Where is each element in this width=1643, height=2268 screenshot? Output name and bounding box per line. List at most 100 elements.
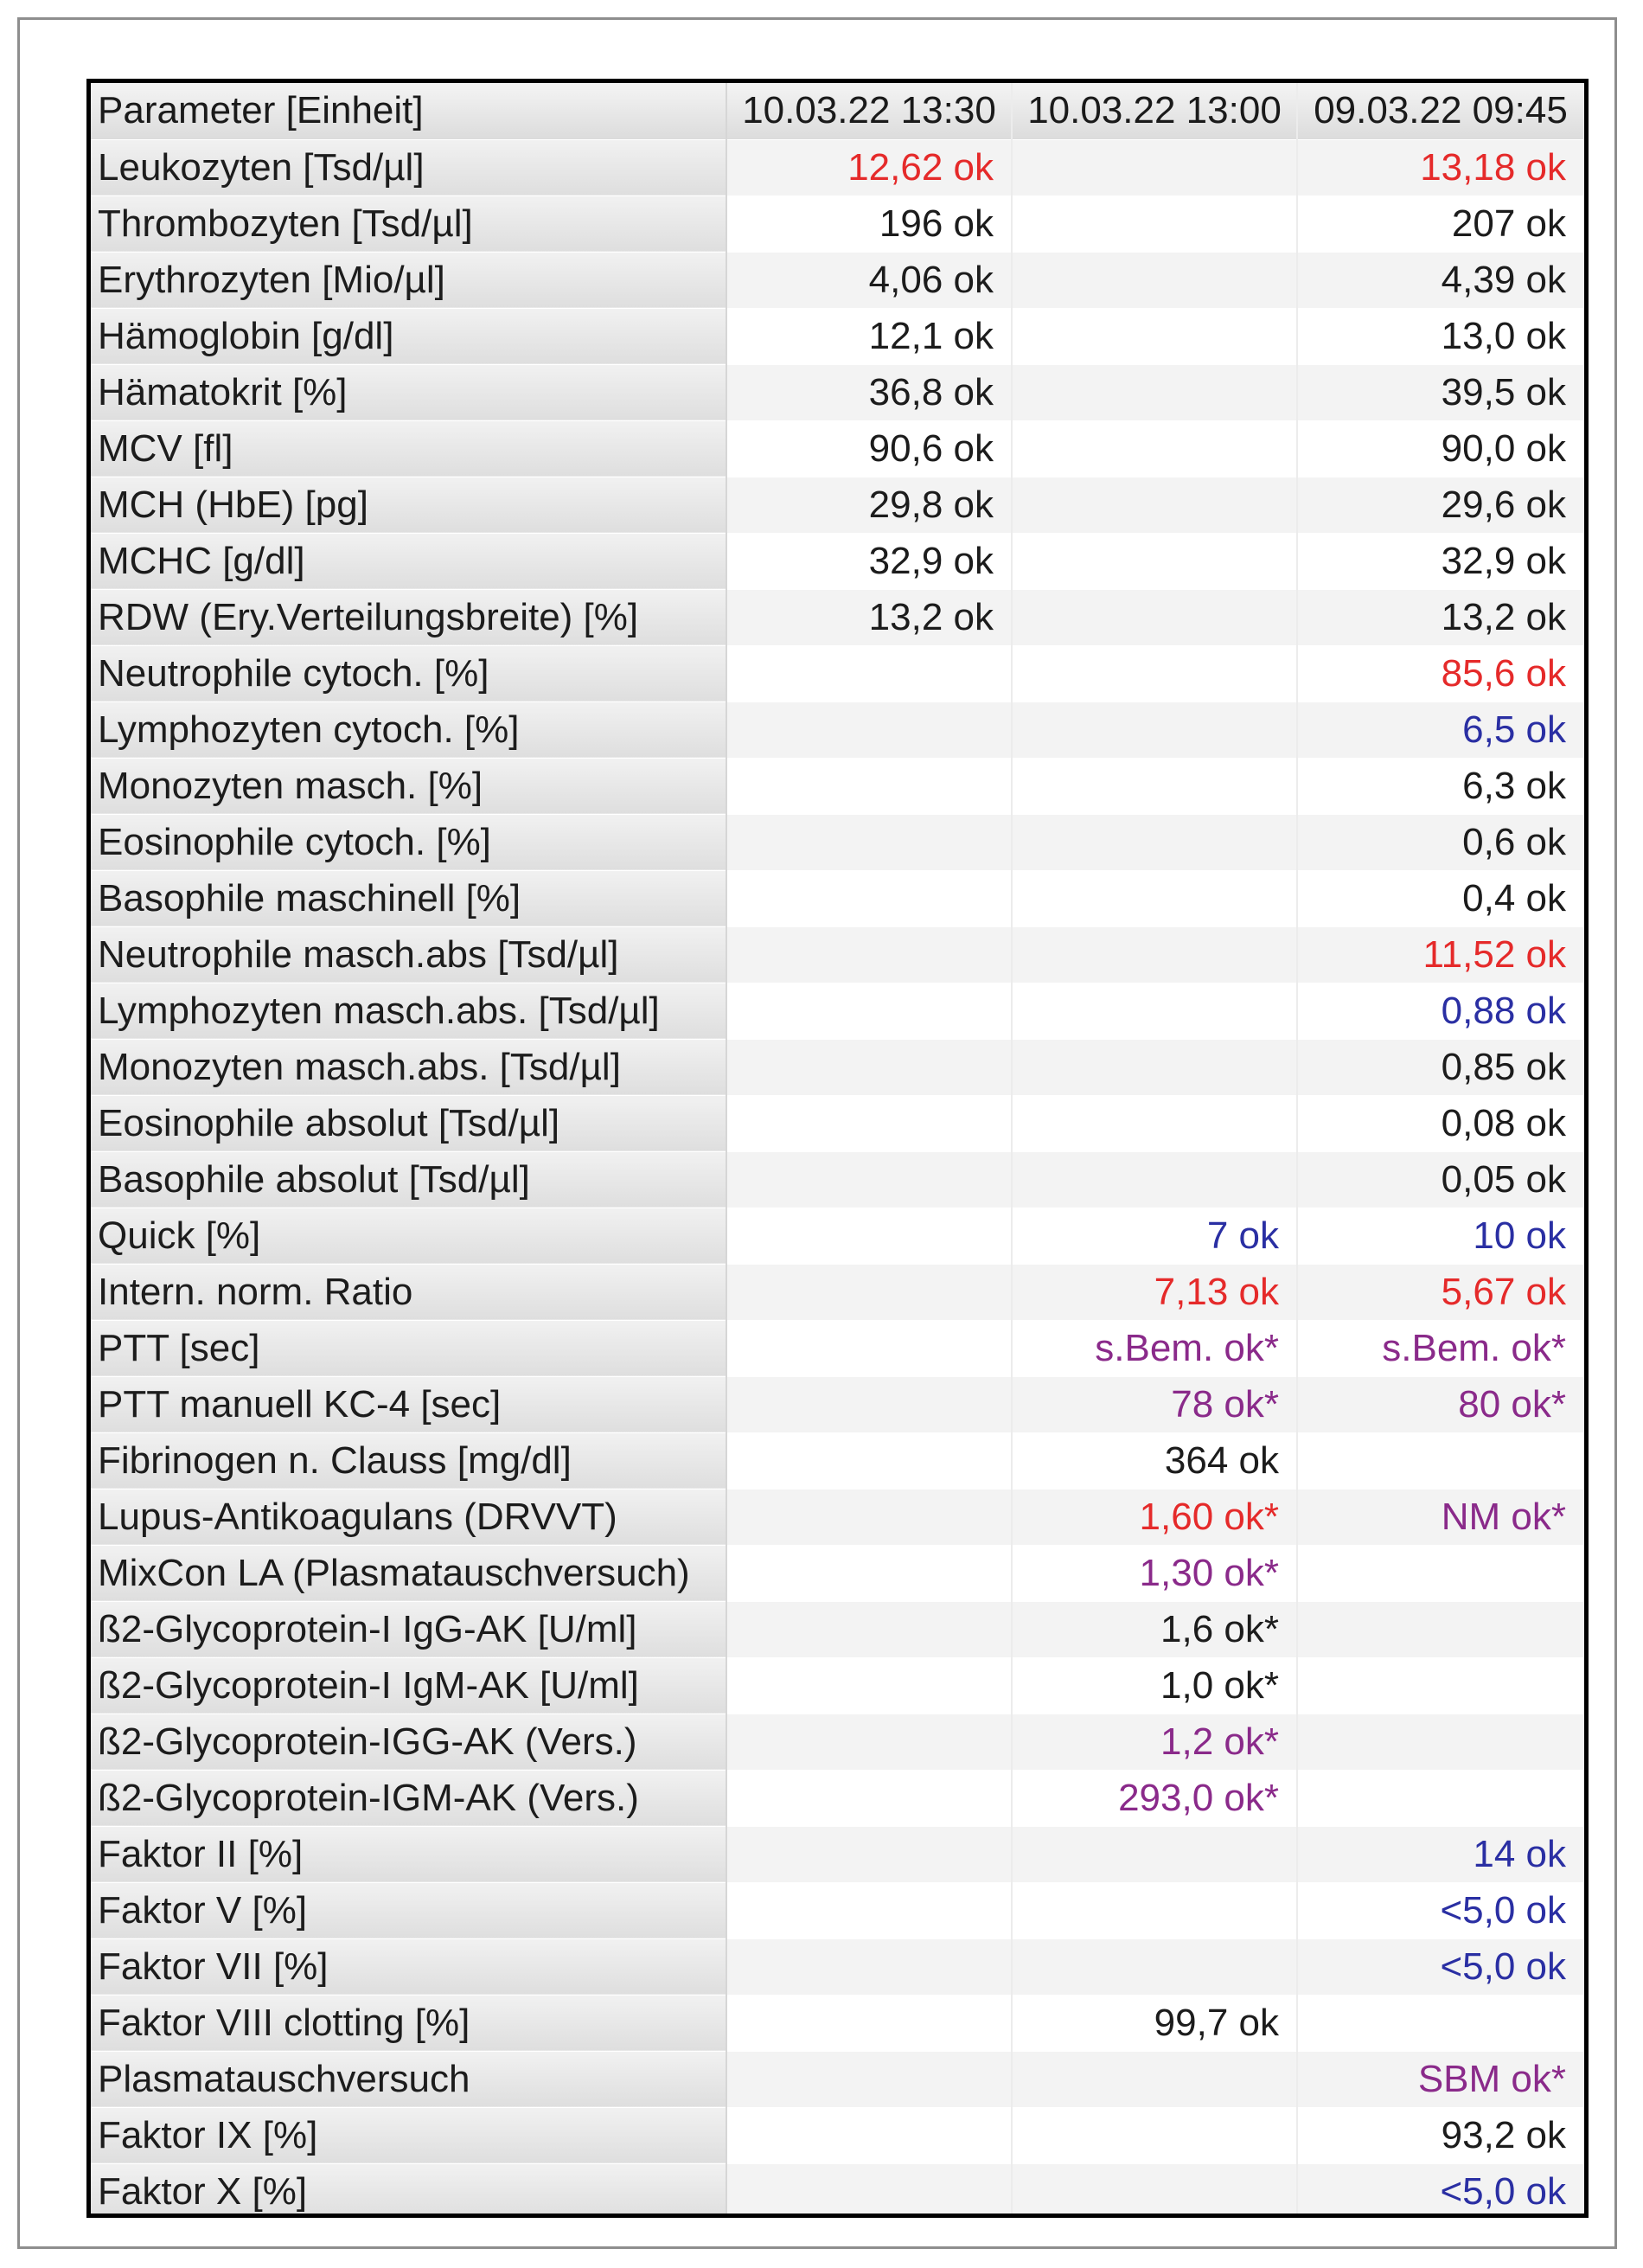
parameter-cell: Faktor X [%] — [91, 2163, 727, 2214]
parameter-cell: Faktor II [%] — [91, 1826, 727, 1883]
parameter-cell: Neutrophile cytoch. [%] — [91, 645, 727, 702]
column-header-date-1[interactable]: 10.03.22 13:30 — [726, 83, 1013, 140]
parameter-cell: Faktor VIII clotting [%] — [91, 1995, 727, 2052]
table-row[interactable]: Erythrozyten [Mio/µl] 4,06 ok 4,39 ok — [91, 252, 1584, 309]
table-row[interactable]: PTT [sec] s.Bem. ok* s.Bem. ok* — [91, 1320, 1584, 1377]
table-row[interactable]: Plasmatauschversuch SBM ok* — [91, 2051, 1584, 2108]
value-cell — [1012, 477, 1298, 534]
value-cell: 13,18 ok — [1297, 139, 1584, 196]
value-cell — [726, 1432, 1013, 1490]
column-header-date-3[interactable]: 09.03.22 09:45 — [1297, 83, 1584, 140]
table-row[interactable]: Lymphozyten masch.abs. [Tsd/µl] 0,88 ok — [91, 983, 1584, 1040]
value-cell: 0,08 ok — [1297, 1095, 1584, 1152]
parameter-cell: Faktor V [%] — [91, 1882, 727, 1939]
value-cell — [726, 1545, 1013, 1602]
table-row[interactable]: Faktor V [%] <5,0 ok — [91, 1882, 1584, 1939]
value-cell — [1012, 983, 1298, 1040]
value-cell: 0,85 ok — [1297, 1039, 1584, 1096]
table-row[interactable]: MCH (HbE) [pg] 29,8 ok 29,6 ok — [91, 477, 1584, 534]
value-cell: 14 ok — [1297, 1826, 1584, 1883]
value-cell — [1012, 645, 1298, 702]
column-header-parameter[interactable]: Parameter [Einheit] — [91, 83, 727, 140]
value-cell: 39,5 ok — [1297, 364, 1584, 421]
value-cell: 4,06 ok — [726, 252, 1013, 309]
value-cell — [726, 758, 1013, 815]
value-cell — [1012, 308, 1298, 365]
table-row[interactable]: Lupus-Antikoagulans (DRVVT) 1,60 ok* NM ok… — [91, 1489, 1584, 1546]
table-row[interactable]: ß2-Glycoprotein-I IgG-AK [U/ml] 1,6 ok* — [91, 1601, 1584, 1658]
value-cell — [1012, 139, 1298, 196]
parameter-cell: RDW (Ery.Verteilungsbreite) [%] — [91, 589, 727, 646]
value-cell — [1012, 1938, 1298, 1996]
parameter-cell: Basophile absolut [Tsd/µl] — [91, 1151, 727, 1208]
parameter-cell: Quick [%] — [91, 1208, 727, 1265]
parameter-cell: Leukozyten [Tsd/µl] — [91, 139, 727, 196]
table-row[interactable]: MCV [fl] 90,6 ok 90,0 ok — [91, 420, 1584, 477]
value-cell: <5,0 ok — [1297, 1882, 1584, 1939]
value-cell: 29,8 ok — [726, 477, 1013, 534]
value-cell — [726, 1039, 1013, 1096]
table-row[interactable]: PTT manuell KC-4 [sec] 78 ok* 80 ok* — [91, 1376, 1584, 1433]
value-cell — [726, 1095, 1013, 1152]
report-frame: Parameter [Einheit] 10.03.22 13:30 10.03… — [17, 17, 1617, 2249]
parameter-cell: ß2-Glycoprotein-IGG-AK (Vers.) — [91, 1714, 727, 1771]
value-cell: 1,2 ok* — [1012, 1714, 1298, 1771]
value-cell — [726, 1320, 1013, 1377]
table-row[interactable]: Quick [%] 7 ok 10 ok — [91, 1208, 1584, 1265]
table-row[interactable]: Eosinophile absolut [Tsd/µl] 0,08 ok — [91, 1095, 1584, 1152]
value-cell: 13,2 ok — [1297, 589, 1584, 646]
table-row[interactable]: ß2-Glycoprotein-IGG-AK (Vers.) 1,2 ok* — [91, 1714, 1584, 1771]
value-cell: 11,52 ok — [1297, 926, 1584, 983]
value-cell — [1012, 926, 1298, 983]
parameter-cell: Lymphozyten cytoch. [%] — [91, 702, 727, 759]
parameter-cell: ß2-Glycoprotein-I IgG-AK [U/ml] — [91, 1601, 727, 1658]
table-row[interactable]: Fibrinogen n. Clauss [mg/dl] 364 ok — [91, 1432, 1584, 1490]
value-cell — [1297, 1545, 1584, 1602]
value-cell: 0,6 ok — [1297, 814, 1584, 871]
table-row[interactable]: Faktor VII [%] <5,0 ok — [91, 1938, 1584, 1996]
parameter-cell: Thrombozyten [Tsd/µl] — [91, 195, 727, 253]
parameter-cell: Neutrophile masch.abs [Tsd/µl] — [91, 926, 727, 983]
parameter-cell: Erythrozyten [Mio/µl] — [91, 252, 727, 309]
table-row[interactable]: Intern. norm. Ratio 7,13 ok 5,67 ok — [91, 1264, 1584, 1321]
value-cell — [726, 2051, 1013, 2108]
column-header-date-2[interactable]: 10.03.22 13:00 — [1012, 83, 1298, 140]
table-row[interactable]: Faktor X [%] <5,0 ok — [91, 2163, 1584, 2214]
table-row[interactable]: Monozyten masch.abs. [Tsd/µl] 0,85 ok — [91, 1039, 1584, 1096]
value-cell: 13,0 ok — [1297, 308, 1584, 365]
value-cell — [1012, 2051, 1298, 2108]
table-row[interactable]: Basophile absolut [Tsd/µl] 0,05 ok — [91, 1151, 1584, 1208]
table-row[interactable]: MixCon LA (Plasmatauschversuch) 1,30 ok* — [91, 1545, 1584, 1602]
table-row[interactable]: ß2-Glycoprotein-I IgM-AK [U/ml] 1,0 ok* — [91, 1657, 1584, 1714]
value-cell — [1012, 420, 1298, 477]
parameter-cell: Lupus-Antikoagulans (DRVVT) — [91, 1489, 727, 1546]
table-row[interactable]: Faktor II [%] 14 ok — [91, 1826, 1584, 1883]
parameter-cell: Eosinophile cytoch. [%] — [91, 814, 727, 871]
table-header-row: Parameter [Einheit] 10.03.22 13:30 10.03… — [91, 83, 1584, 140]
value-cell: 7 ok — [1012, 1208, 1298, 1265]
parameter-cell: MCHC [g/dl] — [91, 533, 727, 590]
table-row[interactable]: Neutrophile masch.abs [Tsd/µl] 11,52 ok — [91, 926, 1584, 983]
table-row[interactable]: ß2-Glycoprotein-IGM-AK (Vers.) 293,0 ok* — [91, 1770, 1584, 1827]
table-row[interactable]: Hämatokrit [%] 36,8 ok 39,5 ok — [91, 364, 1584, 421]
value-cell — [1012, 1039, 1298, 1096]
table-row[interactable]: Leukozyten [Tsd/µl] 12,62 ok 13,18 ok — [91, 139, 1584, 196]
parameter-cell: Faktor VII [%] — [91, 1938, 727, 1996]
table-row[interactable]: Faktor IX [%] 93,2 ok — [91, 2107, 1584, 2164]
parameter-cell: MCV [fl] — [91, 420, 727, 477]
table-row[interactable]: Faktor VIII clotting [%] 99,7 ok — [91, 1995, 1584, 2052]
value-cell — [726, 2163, 1013, 2214]
table-row[interactable]: RDW (Ery.Verteilungsbreite) [%] 13,2 ok 13… — [91, 589, 1584, 646]
table-row[interactable]: Eosinophile cytoch. [%] 0,6 ok — [91, 814, 1584, 871]
value-cell — [726, 1995, 1013, 2052]
table-row[interactable]: Lymphozyten cytoch. [%] 6,5 ok — [91, 702, 1584, 759]
table-row[interactable]: Hämoglobin [g/dl] 12,1 ok 13,0 ok — [91, 308, 1584, 365]
value-cell — [1012, 758, 1298, 815]
table-row[interactable]: Basophile maschinell [%] 0,4 ok — [91, 870, 1584, 927]
value-cell: 12,1 ok — [726, 308, 1013, 365]
table-row[interactable]: MCHC [g/dl] 32,9 ok 32,9 ok — [91, 533, 1584, 590]
value-cell — [726, 814, 1013, 871]
table-row[interactable]: Neutrophile cytoch. [%] 85,6 ok — [91, 645, 1584, 702]
table-row[interactable]: Thrombozyten [Tsd/µl] 196 ok 207 ok — [91, 195, 1584, 253]
table-row[interactable]: Monozyten masch. [%] 6,3 ok — [91, 758, 1584, 815]
